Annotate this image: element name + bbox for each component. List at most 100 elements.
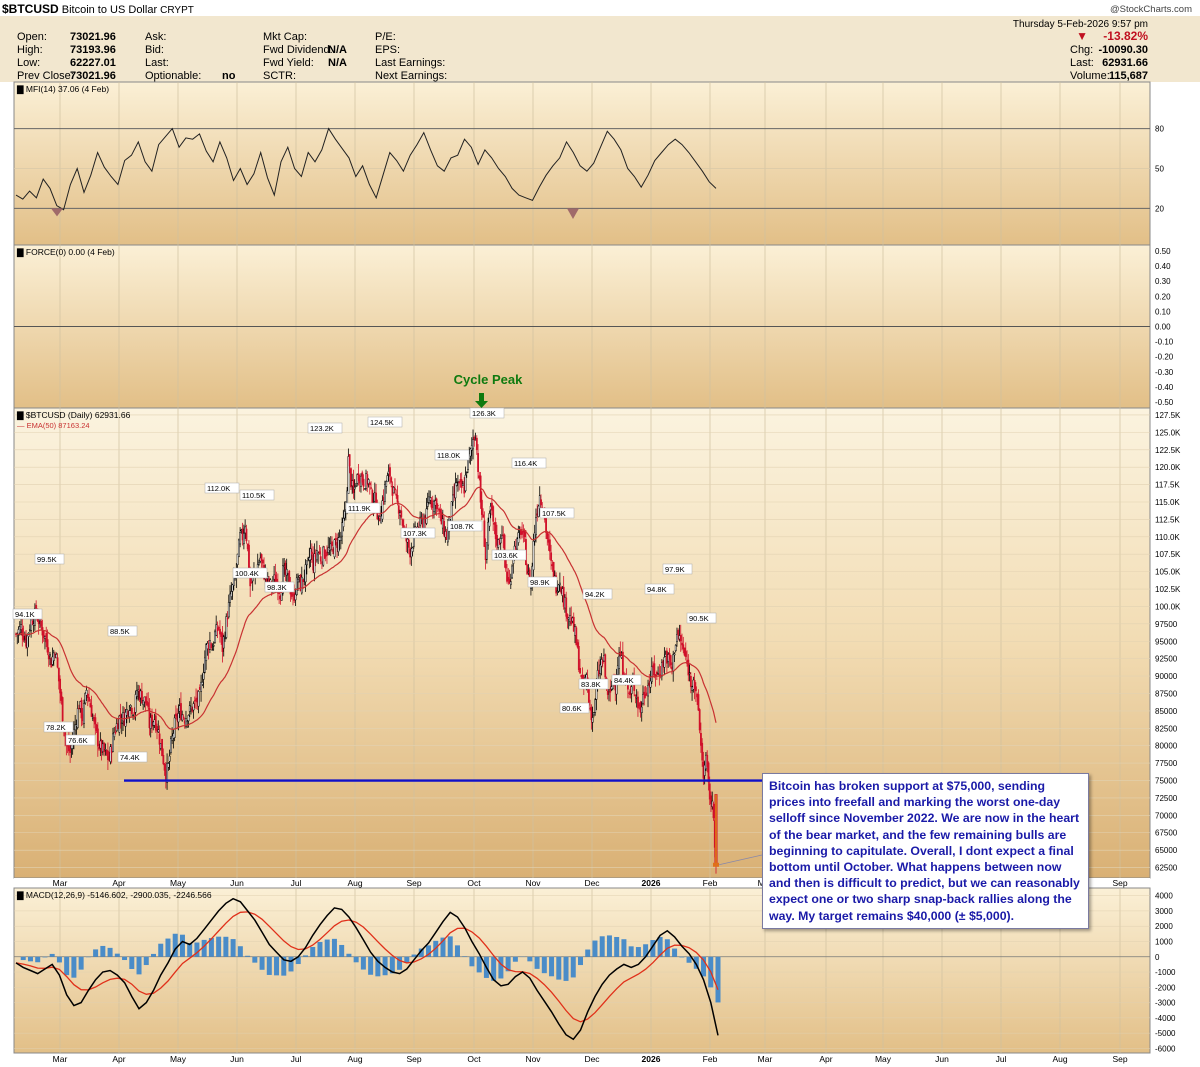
price-tick-label: 70000	[1155, 811, 1178, 820]
candle-body	[546, 532, 549, 540]
candle-body	[590, 707, 593, 721]
macd-histogram-bar	[281, 956, 287, 976]
candle-body	[419, 516, 422, 526]
candle-body	[526, 564, 529, 575]
candle-body	[669, 655, 672, 666]
price-tick-label: 62500	[1155, 864, 1178, 873]
optionable-value: no	[222, 70, 236, 82]
force-tick-label: 0.40	[1155, 262, 1171, 271]
candle-body	[655, 672, 658, 675]
annotation-connector	[718, 854, 763, 866]
candle-body	[156, 726, 158, 732]
candle-body	[161, 738, 163, 757]
macd-histogram-bar	[56, 956, 62, 963]
candle-body	[168, 755, 171, 762]
candle-body	[650, 666, 653, 682]
candle-body	[674, 644, 677, 652]
macd-tick-label: 4000	[1155, 892, 1173, 901]
month-tick-label: Feb	[703, 1054, 718, 1064]
price-tick-label: 105.0K	[1155, 568, 1181, 577]
candle-body	[248, 544, 250, 572]
price-extreme-label: 110.5K	[242, 491, 265, 500]
macd-tick-label: -6000	[1155, 1044, 1176, 1053]
month-tick-label: Apr	[112, 878, 125, 888]
price-extreme-label: 98.9K	[530, 578, 550, 587]
price-extreme-label-bg	[447, 520, 483, 532]
candle-body	[112, 733, 114, 752]
price-extreme-label-bg	[12, 608, 43, 620]
candle-body	[579, 668, 581, 674]
candle-body	[439, 509, 442, 513]
candle-body	[319, 556, 322, 562]
candle-body	[357, 473, 360, 482]
macd-histogram-bar	[237, 946, 243, 957]
candle-body	[136, 690, 138, 697]
macd-histogram-bar	[194, 942, 200, 957]
candle-body	[647, 685, 649, 697]
candle-body	[642, 694, 644, 704]
candle-body	[377, 515, 380, 517]
month-tick-label: Aug	[347, 878, 362, 888]
candle-body	[192, 703, 195, 711]
candle-body	[521, 531, 524, 535]
candle-body	[302, 579, 305, 582]
price-tick-label: 102.5K	[1155, 585, 1181, 594]
macd-tick-label: 2000	[1155, 922, 1173, 931]
candle-body	[693, 680, 696, 689]
candle-body	[475, 437, 478, 451]
candle-body	[285, 569, 288, 576]
low-label: Low:	[17, 57, 41, 69]
candle-body	[565, 597, 568, 617]
candle-body	[508, 578, 511, 584]
price-tick-label: 110.0K	[1155, 533, 1180, 542]
candle-body	[141, 691, 143, 704]
macd-histogram-bar	[230, 939, 236, 957]
month-tick-label: Nov	[525, 878, 541, 888]
macd-histogram-bar	[100, 945, 106, 957]
candle-body	[361, 472, 364, 483]
open-label: Open:	[17, 31, 47, 43]
price-extreme-label: 97.9K	[665, 565, 685, 574]
price-extreme-label-bg	[611, 674, 642, 686]
ticker-symbol: $BTCUSD	[2, 2, 59, 16]
candle-body	[689, 675, 692, 687]
month-tick-label: Jun	[230, 1054, 244, 1064]
ema-label: — EMA(50) 87163.24	[17, 421, 90, 430]
candle-body	[606, 690, 609, 695]
volume-value: 115,687	[1108, 70, 1148, 82]
price-extreme-label: 88.5K	[110, 627, 130, 636]
bid-label: Bid:	[145, 44, 164, 56]
candle-body	[224, 637, 226, 640]
price-extreme-label-bg	[345, 502, 381, 514]
price-label: ▇ $BTCUSD (Daily) 62931.66	[16, 410, 131, 421]
price-extreme-label-bg	[117, 751, 148, 763]
cycle-peak-arrow-icon	[475, 393, 488, 408]
price-extreme-label: 124.5K	[370, 418, 394, 427]
candle-body	[200, 681, 203, 692]
macd-histogram-bar	[107, 947, 113, 957]
candle-body	[86, 693, 89, 699]
candle-body	[557, 584, 560, 592]
macd-histogram-bar	[27, 956, 33, 962]
macd-histogram-bar	[288, 956, 294, 972]
candle-body	[425, 508, 428, 524]
candle-body	[395, 493, 398, 496]
macd-histogram-bar	[208, 938, 214, 957]
candle-body	[203, 657, 206, 673]
macd-histogram-bar	[151, 953, 157, 957]
month-tick-label: Sep	[406, 878, 421, 888]
macd-histogram-bar	[527, 956, 533, 962]
macd-histogram-bar	[20, 956, 26, 961]
candle-body	[118, 715, 121, 733]
eps-label: EPS:	[375, 44, 401, 56]
price-extreme-label-bg	[686, 612, 717, 624]
candle-body	[341, 522, 344, 537]
candle-body	[601, 661, 604, 664]
candle-body	[170, 738, 172, 754]
price-extreme-label-bg	[107, 625, 138, 637]
candle-body	[83, 703, 85, 724]
last-label: Last:	[1070, 57, 1094, 69]
price-tick-label: 122.5K	[1155, 446, 1181, 455]
price-extreme-label: 99.5K	[37, 555, 57, 564]
macd-histogram-bar	[585, 949, 591, 957]
